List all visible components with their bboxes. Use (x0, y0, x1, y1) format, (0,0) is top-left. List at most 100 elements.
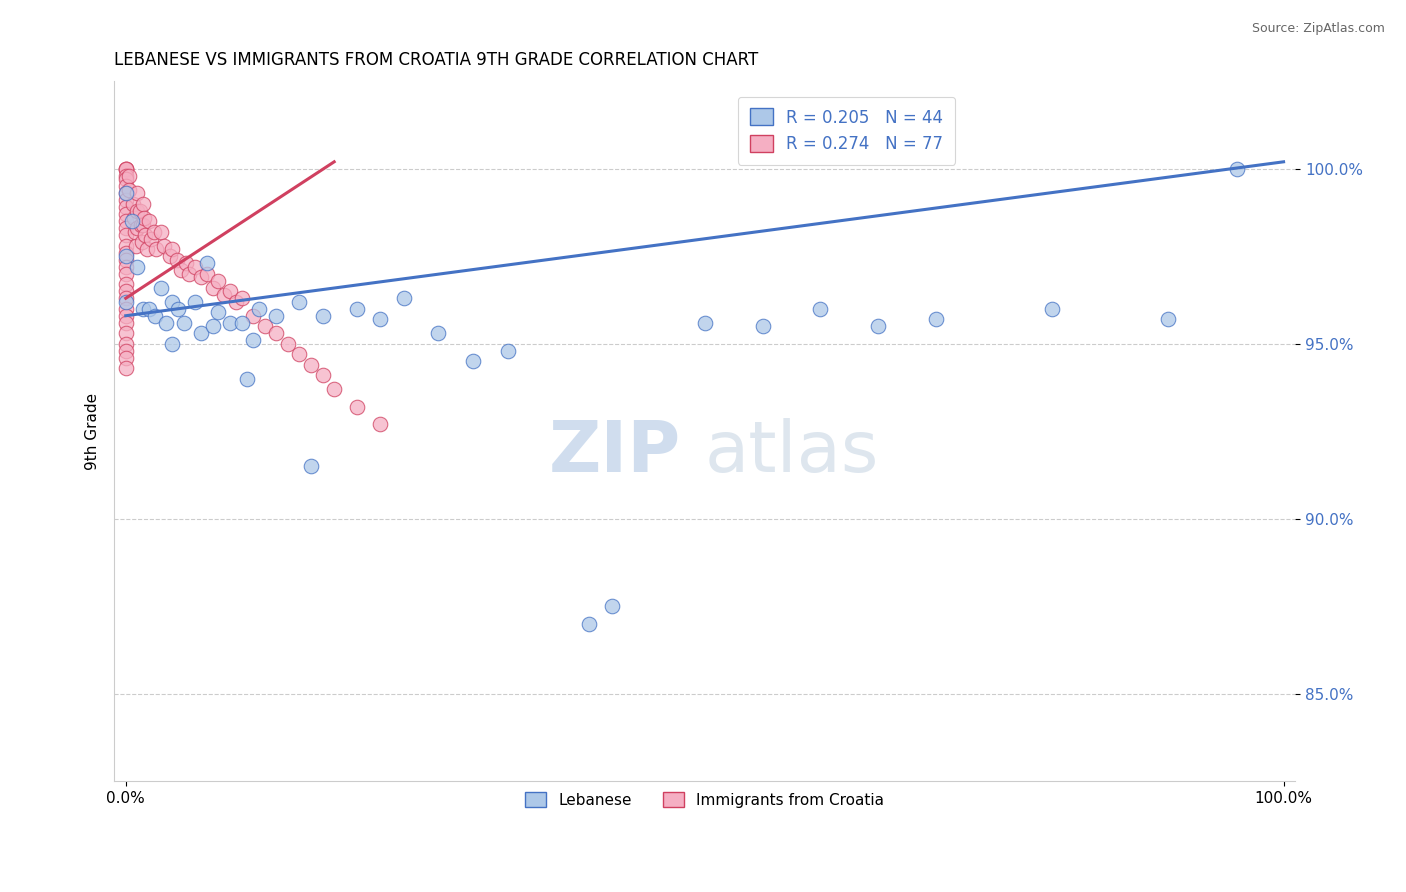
Point (346, 301, 368, 316)
Point (114, 186, 136, 201)
Point (578, 616, 600, 631)
Point (132, 301, 155, 316)
Point (135, 242, 157, 256)
Point (138, 301, 160, 316)
Point (201, 281, 224, 295)
Point (114, 361, 136, 376)
Text: ZIP: ZIP (548, 417, 681, 487)
Point (114, 351, 136, 365)
Point (132, 196, 155, 211)
Point (427, 326, 450, 341)
Point (242, 333, 264, 347)
Point (173, 316, 195, 330)
Point (370, 417, 392, 432)
Point (212, 287, 235, 301)
Point (141, 232, 163, 246)
Point (114, 326, 136, 341)
Point (131, 235, 153, 250)
Point (127, 203, 149, 218)
Point (134, 228, 156, 243)
Legend: Lebanese, Immigrants from Croatia: Lebanese, Immigrants from Croatia (517, 784, 891, 815)
Point (149, 225, 172, 239)
Point (114, 260, 136, 274)
Point (114, 161, 136, 176)
Point (868, 319, 890, 334)
Y-axis label: 9th Grade: 9th Grade (86, 392, 100, 470)
Point (114, 336, 136, 351)
Point (299, 358, 322, 372)
Point (600, 599, 623, 613)
Point (114, 249, 136, 263)
Point (288, 294, 311, 309)
Point (160, 242, 183, 256)
Point (155, 316, 177, 330)
Point (751, 319, 773, 334)
Point (167, 301, 190, 316)
Point (311, 309, 333, 323)
Point (231, 291, 253, 305)
Point (114, 309, 136, 323)
Point (810, 301, 832, 316)
Point (288, 347, 311, 361)
Point (323, 382, 346, 396)
Point (346, 400, 368, 414)
Point (299, 459, 322, 474)
Point (114, 169, 136, 183)
Point (127, 221, 149, 235)
Point (1226, 161, 1249, 176)
Point (693, 316, 716, 330)
Point (174, 256, 197, 270)
Point (121, 214, 143, 228)
Text: LEBANESE VS IMMIGRANTS FROM CROATIA 9TH GRADE CORRELATION CHART: LEBANESE VS IMMIGRANTS FROM CROATIA 9TH … (114, 51, 758, 69)
Point (184, 260, 207, 274)
Point (266, 326, 288, 341)
Point (225, 294, 247, 309)
Point (134, 211, 156, 225)
Point (114, 194, 136, 208)
Point (114, 267, 136, 281)
Point (184, 294, 207, 309)
Point (142, 225, 165, 239)
Point (122, 211, 145, 225)
Point (114, 277, 136, 292)
Point (190, 326, 212, 341)
Point (145, 242, 167, 256)
Point (114, 161, 136, 176)
Point (118, 169, 141, 183)
Point (311, 368, 333, 383)
Point (207, 274, 229, 288)
Point (170, 263, 193, 277)
Point (132, 218, 155, 232)
Point (253, 319, 276, 334)
Point (114, 221, 136, 235)
Point (201, 319, 224, 334)
Point (114, 214, 136, 228)
Point (138, 214, 160, 228)
Point (114, 245, 136, 260)
Point (127, 186, 149, 201)
Point (114, 172, 136, 186)
Point (1040, 301, 1063, 316)
Text: atlas: atlas (704, 417, 879, 487)
Point (128, 203, 150, 218)
Point (125, 239, 148, 253)
Point (114, 228, 136, 243)
Point (179, 267, 201, 281)
Point (118, 183, 141, 197)
Point (160, 294, 183, 309)
Point (114, 294, 136, 309)
Point (114, 207, 136, 221)
Point (277, 336, 299, 351)
Point (124, 225, 146, 239)
Point (114, 186, 136, 201)
Point (143, 309, 166, 323)
Point (114, 285, 136, 299)
Point (114, 291, 136, 305)
Point (159, 249, 181, 263)
Point (392, 291, 415, 305)
Point (114, 200, 136, 214)
Point (114, 343, 136, 358)
Point (114, 252, 136, 267)
Point (247, 301, 270, 316)
Point (266, 309, 288, 323)
